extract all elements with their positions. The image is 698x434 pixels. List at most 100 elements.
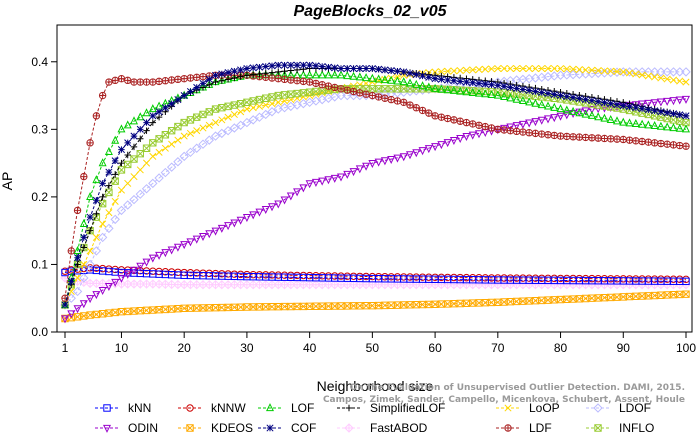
data-point-cof <box>180 92 188 100</box>
data-point-ldf <box>167 76 176 84</box>
data-point-cof <box>362 64 370 73</box>
data-point-odin <box>280 196 289 205</box>
data-point-ldf <box>575 133 584 141</box>
data-point-cof <box>155 108 163 116</box>
data-point-lof <box>424 82 433 91</box>
data-point-cof <box>387 67 395 75</box>
data-point-ldf <box>337 85 345 93</box>
legend-item-knn: kNN <box>95 401 151 415</box>
data-point-odin <box>343 170 352 179</box>
data-point-lof <box>86 191 95 200</box>
data-point-cof <box>412 71 420 79</box>
data-point-cof <box>168 100 176 108</box>
data-point-ldf <box>130 78 138 86</box>
data-point-simplifiedlof <box>118 159 125 167</box>
data-point-inflo <box>142 144 151 152</box>
data-point-ldof <box>85 259 95 270</box>
data-point-odin <box>644 99 653 108</box>
legend-item-kdeos: KDEOS <box>178 421 253 434</box>
data-point-odin <box>675 96 684 105</box>
data-point-ldf <box>588 134 596 142</box>
data-point-kdeos <box>161 305 170 314</box>
data-point-lof <box>123 120 132 129</box>
data-point-inflo <box>287 90 295 98</box>
data-point-kdeos <box>193 304 201 312</box>
data-point-ldof <box>235 120 246 130</box>
data-point-lof <box>142 108 151 117</box>
data-point-loop <box>657 74 665 82</box>
data-point-cof <box>312 62 320 70</box>
data-point-ldf <box>98 91 107 100</box>
data-point-inflo <box>682 118 690 127</box>
data-point-odin <box>512 122 521 131</box>
data-point-ldf <box>193 73 201 81</box>
data-point-ldof <box>210 131 221 141</box>
data-point-odin <box>368 160 377 169</box>
data-point-cof <box>80 233 88 241</box>
data-point-ldof <box>656 67 666 77</box>
data-point-loop <box>462 66 471 74</box>
data-point-simplifiedlof <box>243 72 251 79</box>
data-point-loop <box>638 71 646 79</box>
data-point-cof <box>588 97 596 105</box>
data-point-ldf <box>343 86 351 94</box>
data-point-ldf <box>92 112 101 120</box>
legend-marker-inflo <box>594 424 602 432</box>
data-point-cof <box>550 90 558 99</box>
data-point-loop <box>487 65 496 73</box>
data-point-ldf <box>299 77 308 85</box>
data-point-inflo <box>199 110 207 119</box>
data-point-lof <box>512 94 521 103</box>
data-point-ldf <box>563 132 571 141</box>
data-point-inflo <box>280 91 289 99</box>
y-tick-label: 0.3 <box>31 122 48 136</box>
data-point-ldf <box>356 89 364 97</box>
data-point-ldf <box>142 78 151 86</box>
data-point-odin <box>349 168 358 177</box>
data-point-cof <box>400 68 408 76</box>
data-point-ldf <box>519 128 527 136</box>
data-point-ldf <box>406 101 414 109</box>
data-point-inflo <box>230 101 239 109</box>
data-point-cof <box>381 66 389 74</box>
data-point-odin <box>550 114 559 123</box>
data-point-loop <box>130 173 138 181</box>
data-point-loop <box>594 67 602 75</box>
data-point-lof <box>625 118 634 127</box>
data-point-cof <box>356 64 364 73</box>
data-point-loop <box>86 247 94 255</box>
data-point-ldof <box>148 178 158 189</box>
data-point-ldof <box>154 173 164 183</box>
data-point-loop <box>619 68 627 76</box>
data-point-kdeos <box>462 299 471 307</box>
data-point-ldof <box>229 123 240 133</box>
legend-item-knnw: kNNW <box>178 401 246 415</box>
data-point-lof <box>606 114 615 123</box>
y-axis: 0.0 0.1 0.2 0.3 0.4 <box>31 55 57 339</box>
data-point-cof <box>563 93 571 101</box>
data-point-loop <box>481 65 489 73</box>
data-point-lof <box>117 124 126 133</box>
data-point-odin <box>111 278 120 287</box>
data-point-ldf <box>625 136 634 144</box>
data-point-inflo <box>224 102 232 111</box>
data-point-odin <box>205 230 214 239</box>
data-point-kdeos <box>236 303 245 311</box>
data-point-ldof <box>141 184 152 194</box>
data-point-lof <box>380 75 389 84</box>
data-point-inflo <box>305 88 314 96</box>
data-point-loop <box>531 64 540 73</box>
x-tick-label: 100 <box>676 341 696 355</box>
data-point-cof <box>669 110 678 118</box>
data-point-ldof <box>179 151 189 162</box>
data-point-ldof <box>116 205 127 216</box>
data-point-ldf <box>280 75 289 83</box>
data-point-loop <box>268 100 276 108</box>
data-point-lof <box>92 175 101 184</box>
data-point-odin <box>650 99 659 108</box>
data-point-ldf <box>174 75 182 83</box>
data-point-kdeos <box>362 302 370 310</box>
data-point-inflo <box>293 89 301 98</box>
data-point-odin <box>399 153 408 162</box>
data-point-simplifiedlof <box>218 77 226 84</box>
